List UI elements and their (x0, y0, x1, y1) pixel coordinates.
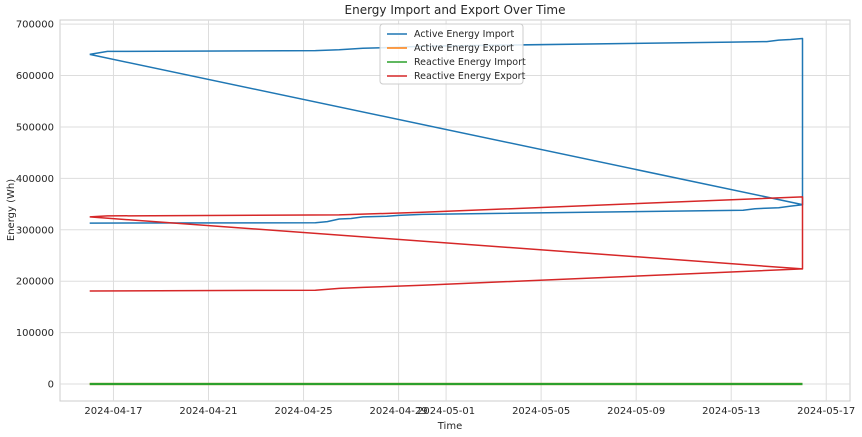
x-axis-title: Time (437, 421, 462, 432)
legend-label-active-import: Active Energy Import (414, 29, 514, 40)
chart-title: Energy Import and Export Over Time (345, 3, 566, 17)
y-tick-label: 500000 (16, 122, 54, 133)
y-tick-label: 400000 (16, 174, 54, 185)
x-tick-label: 2024-04-29 (370, 406, 428, 417)
y-tick-label: 600000 (16, 71, 54, 82)
legend: Active Energy Import Active Energy Expor… (379, 23, 526, 85)
y-axis-ticks: 0 100000 200000 300000 400000 500000 600000 700… (16, 20, 54, 391)
legend-label-active-export: Active Energy Export (414, 43, 514, 54)
x-tick-label: 2024-05-05 (512, 406, 570, 417)
y-tick-label: 100000 (16, 328, 54, 339)
y-tick-label: 300000 (16, 225, 54, 236)
x-tick-label: 2024-04-17 (84, 406, 142, 417)
x-tick-label: 2024-05-09 (607, 406, 665, 417)
active-energy-import-line-lower (89, 204, 803, 224)
series-group (89, 37, 804, 386)
y-axis-title: Energy (Wh) (6, 179, 17, 241)
active-energy-import-line (89, 37, 804, 206)
x-tick-label: 2024-05-13 (702, 406, 760, 417)
x-tick-label: 2024-04-25 (274, 406, 332, 417)
legend-box (379, 23, 524, 85)
y-tick-label: 200000 (16, 277, 54, 288)
y-tick-label: 700000 (16, 20, 54, 31)
x-tick-label: 2024-05-17 (797, 406, 855, 417)
x-tick-label: 2024-05-01 (417, 406, 475, 417)
reactive-energy-export-line-lower (89, 268, 803, 292)
legend-label-reactive-import: Reactive Energy Import (414, 57, 526, 68)
x-tick-label: 2024-04-21 (179, 406, 237, 417)
legend-label-reactive-export: Reactive Energy Export (414, 71, 526, 82)
x-axis-ticks: 2024-04-17 2024-04-21 2024-04-25 2024-04-29… (84, 406, 855, 417)
y-tick-label: 0 (48, 380, 54, 391)
